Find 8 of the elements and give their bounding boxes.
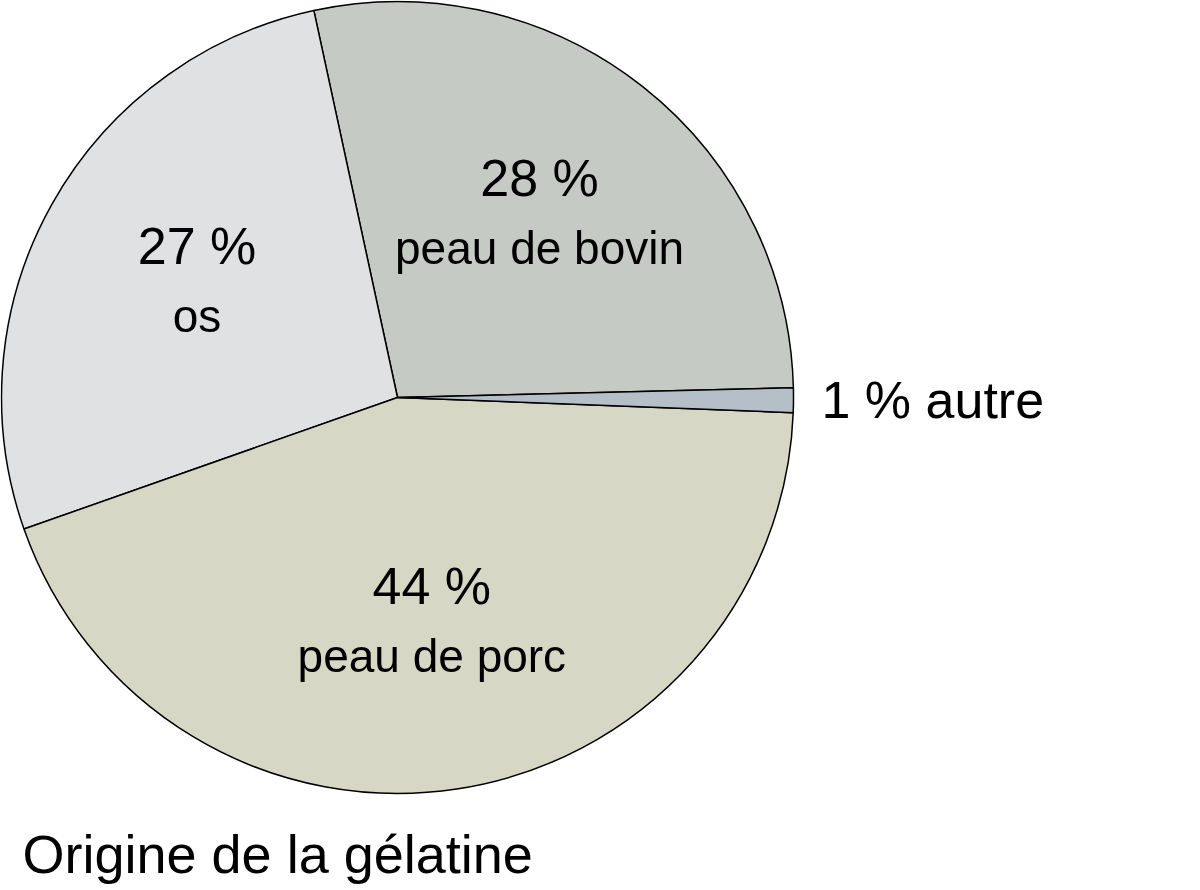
text: Origine de la gélatine [22, 823, 533, 884]
data-label: 44 % [372, 556, 492, 615]
slice-label: peau de porc [297, 629, 567, 682]
slice-label: os [172, 290, 222, 343]
data-label: 27 % [137, 217, 257, 276]
data-label: 28 % [480, 149, 599, 207]
slice-label: 1 % autre [821, 371, 1045, 430]
slice-label: peau de bovin [395, 222, 685, 274]
